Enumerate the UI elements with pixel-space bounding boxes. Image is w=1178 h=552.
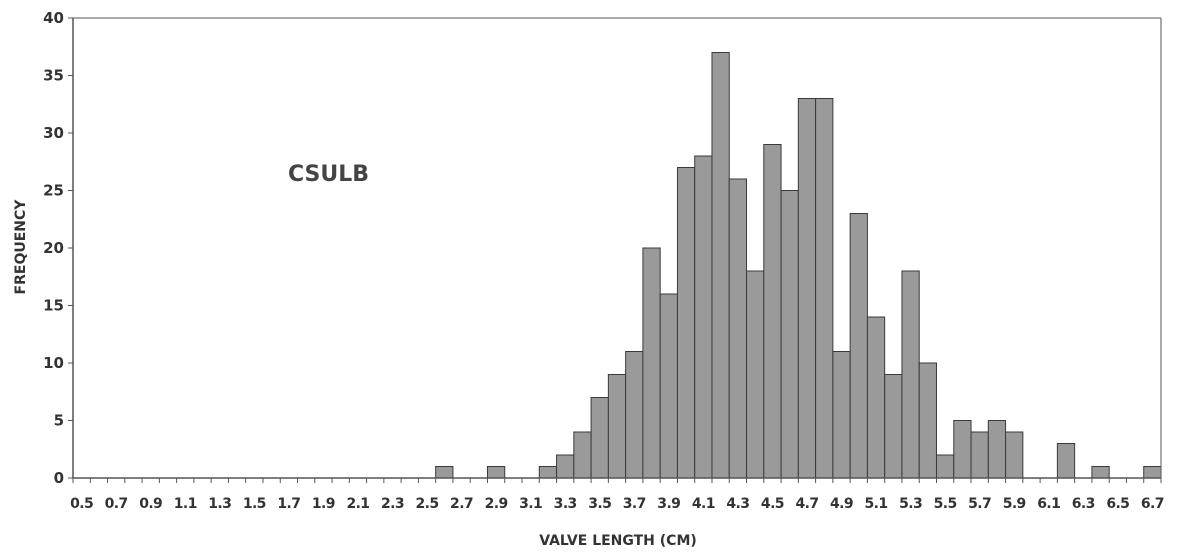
x-tick-label-1.9: 1.9: [312, 496, 335, 512]
x-tick-label-3.3: 3.3: [554, 496, 577, 512]
bar-5.6: [953, 420, 972, 479]
y-tick-label-35: 35: [43, 67, 64, 85]
y-axis-label: FREQUENCY: [13, 199, 29, 295]
x-tick-label-4.7: 4.7: [795, 496, 818, 512]
x-tick-label-4.9: 4.9: [830, 496, 853, 512]
x-tick-label-5.7: 5.7: [968, 496, 991, 512]
x-tick-label-1.3: 1.3: [208, 496, 231, 512]
bar-6.2: [1056, 443, 1076, 479]
bar-3.6: [607, 374, 627, 479]
bar-5.8: [987, 420, 1007, 479]
x-axis-label: VALVE LENGTH (CM): [539, 533, 697, 549]
y-tick-label-0: 0: [54, 469, 64, 487]
bar-5.3: [901, 270, 920, 479]
bar-3.2: [538, 466, 558, 479]
x-tick-label-2.3: 2.3: [381, 496, 404, 512]
x-tick-label-6.1: 6.1: [1037, 496, 1060, 512]
x-tick-label-6.7: 6.7: [1141, 496, 1164, 512]
bar-3.4: [573, 431, 592, 479]
bar-5.0: [849, 213, 868, 479]
x-tick-label-6.3: 6.3: [1072, 496, 1095, 512]
bar-4.1: [694, 155, 713, 479]
bar-4.3: [728, 178, 748, 479]
bar-3.5: [590, 397, 609, 479]
x-tick-label-4.3: 4.3: [726, 496, 749, 512]
x-tick-label-5.9: 5.9: [1003, 496, 1026, 512]
x-tick-label-5.3: 5.3: [899, 496, 922, 512]
x-tick-label-2.5: 2.5: [416, 496, 439, 512]
x-tick-label-1.5: 1.5: [243, 496, 266, 512]
y-tick-label-25: 25: [43, 182, 64, 200]
bar-5.4: [918, 362, 937, 479]
bar-3.7: [625, 351, 644, 479]
bar-4.0: [676, 167, 696, 479]
bar-5.2: [884, 374, 903, 479]
x-tick-label-0.5: 0.5: [70, 496, 93, 512]
bar-4.7: [797, 98, 817, 479]
x-tick-label-2.1: 2.1: [346, 496, 369, 512]
bar-2.6: [435, 466, 454, 479]
bar-4.8: [815, 98, 834, 479]
y-tick-label-5: 5: [54, 412, 64, 430]
bar-2.9: [486, 466, 506, 479]
x-tick-label-3.9: 3.9: [657, 496, 680, 512]
x-tick-label-3.1: 3.1: [519, 496, 542, 512]
bar-3.8: [642, 247, 661, 479]
x-tick-label-0.9: 0.9: [139, 496, 162, 512]
bars-group: [435, 52, 1162, 479]
y-tick-label-20: 20: [43, 239, 64, 257]
x-tick-label-5.1: 5.1: [865, 496, 888, 512]
x-tick-label-5.5: 5.5: [934, 496, 957, 512]
x-tick-label-4.5: 4.5: [761, 496, 784, 512]
x-tick-label-3.7: 3.7: [623, 496, 646, 512]
bar-5.5: [935, 454, 955, 479]
y-tick-label-10: 10: [43, 354, 64, 372]
x-tick-label-0.7: 0.7: [105, 496, 128, 512]
bar-5.9: [1005, 431, 1024, 479]
x-tick-label-4.1: 4.1: [692, 496, 715, 512]
bar-4.9: [832, 351, 851, 479]
x-tick-label-6.5: 6.5: [1106, 496, 1129, 512]
bar-3.9: [659, 293, 678, 479]
y-tick-label-30: 30: [43, 124, 64, 142]
y-tick-label-15: 15: [43, 297, 64, 315]
y-tick-label-40: 40: [43, 9, 64, 27]
x-tick-label-2.9: 2.9: [485, 496, 508, 512]
x-tick-label-2.7: 2.7: [450, 496, 473, 512]
bar-4.6: [780, 190, 799, 479]
bar-5.1: [866, 316, 886, 479]
x-tick-label-1.7: 1.7: [277, 496, 300, 512]
bar-4.5: [763, 144, 782, 479]
x-tick-label-1.1: 1.1: [174, 496, 197, 512]
y-ticks-group: 0 5 10 15 20 25 30 35 40: [43, 9, 73, 487]
bar-3.3: [556, 454, 575, 479]
bar-4.2: [711, 52, 730, 479]
bar-4.4: [746, 270, 765, 479]
bar-5.7: [970, 431, 989, 479]
x-tick-label-3.5: 3.5: [588, 496, 611, 512]
bar-6.4: [1091, 466, 1110, 479]
chart-annotation: CSULB: [288, 162, 369, 187]
bar-6.7: [1143, 466, 1162, 479]
x-ticks-group: 0.5 0.7 0.9 1.1 1.3 1.5 1.7 1.9 2.1 2.3 2.5 2.7 2.9 3…: [70, 478, 1164, 512]
